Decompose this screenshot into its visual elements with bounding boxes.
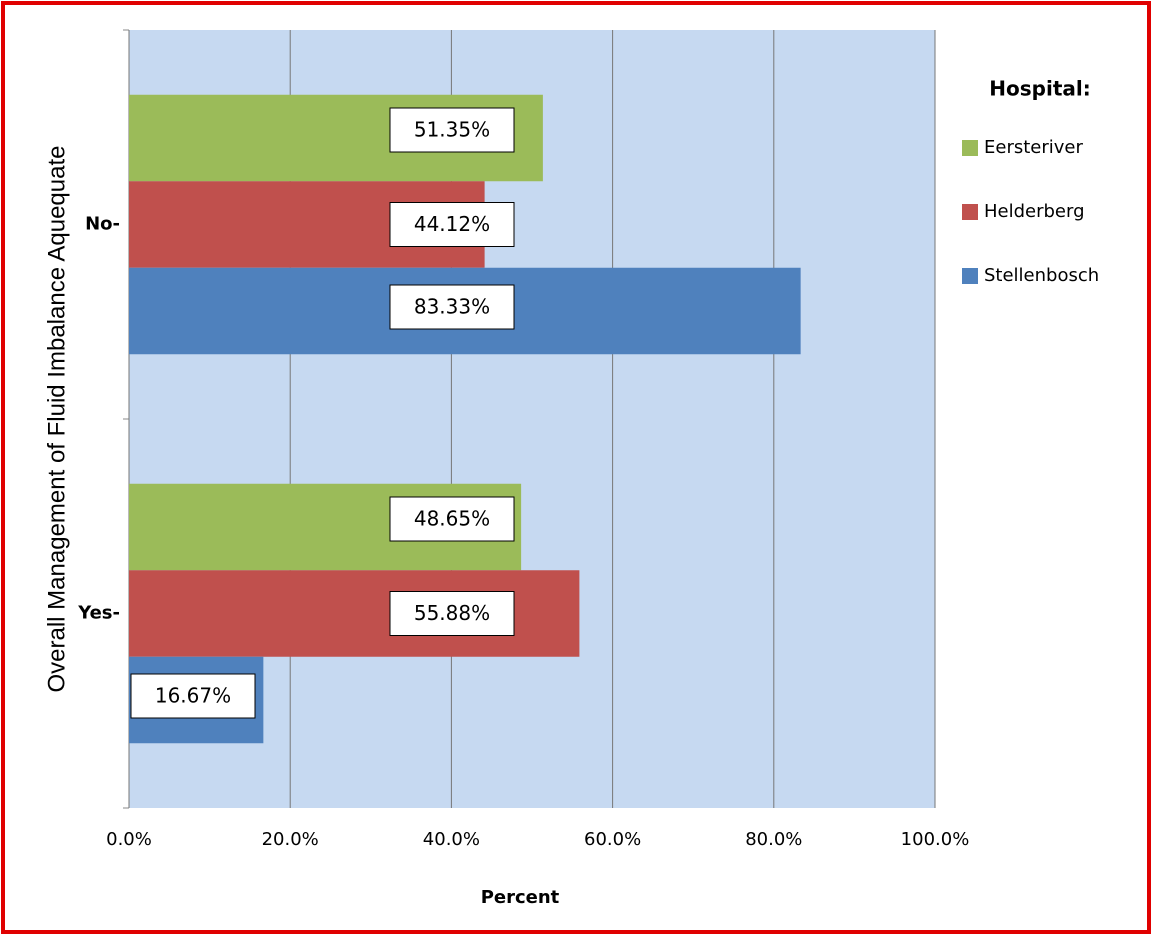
x-tick-label: 40.0% xyxy=(423,829,480,850)
value-label-box xyxy=(130,673,256,719)
y-tick-label: Yes- xyxy=(77,603,120,624)
legend-swatch xyxy=(962,204,978,220)
y-axis-label: Overall Management of Fluid Imbalance Aq… xyxy=(43,146,70,693)
x-tick-label: 20.0% xyxy=(262,829,319,850)
value-label: 48.65% xyxy=(414,507,490,531)
legend-swatch xyxy=(962,140,978,156)
value-label: 16.67% xyxy=(155,684,231,708)
y-tick-label: No- xyxy=(85,214,120,235)
value-label-box xyxy=(389,284,515,330)
value-label: 51.35% xyxy=(414,118,490,142)
legend-title: Hospital: xyxy=(989,77,1090,101)
x-tick-label: 80.0% xyxy=(745,829,802,850)
value-label: 55.88% xyxy=(414,601,490,625)
value-label-box xyxy=(389,202,515,247)
value-label-box xyxy=(389,496,515,542)
legend-label: Eersteriver xyxy=(984,137,1083,158)
x-axis-label: Percent xyxy=(481,887,560,908)
x-tick-label: 60.0% xyxy=(584,829,641,850)
x-tick-label: 0.0% xyxy=(106,829,152,850)
legend-label: Stellenbosch xyxy=(984,265,1099,286)
value-label: 44.12% xyxy=(414,212,490,236)
value-label: 83.33% xyxy=(414,295,490,319)
legend-swatch xyxy=(962,268,978,284)
x-tick-label: 100.0% xyxy=(901,829,970,850)
value-label-box xyxy=(389,107,515,153)
value-label-box xyxy=(389,591,515,636)
legend-label: Helderberg xyxy=(984,201,1085,222)
